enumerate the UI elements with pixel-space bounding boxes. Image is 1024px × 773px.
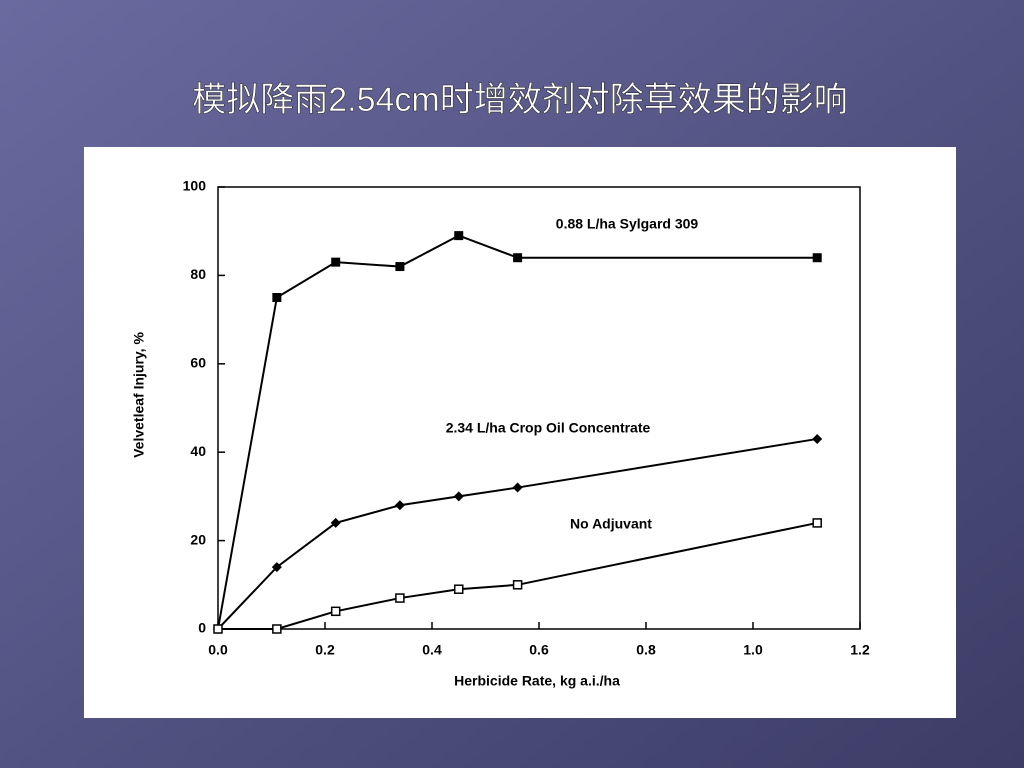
x-axis-label: Herbicide Rate, kg a.i./ha [454,673,620,689]
marker [812,433,823,444]
y-tick-label: 20 [190,531,206,547]
marker [395,593,405,603]
y-tick-label: 40 [190,443,206,459]
marker [453,491,464,502]
x-tick-label: 0.8 [636,642,656,658]
chart-panel [84,147,956,718]
marker [513,253,523,263]
marker [512,482,523,493]
y-tick-label: 80 [190,266,206,282]
marker [812,253,822,263]
y-tick-label: 100 [183,178,207,194]
x-tick-label: 0.6 [529,642,549,658]
y-tick-label: 60 [190,355,206,371]
series-label: No Adjuvant [570,516,652,532]
marker [331,257,341,267]
x-tick-label: 0.4 [422,642,442,658]
slide-title: 模拟降雨2.54cm时增效剂对除草效果的影响 [192,81,848,119]
marker [454,231,464,241]
marker [394,500,405,511]
x-tick-label: 1.2 [850,642,870,658]
marker [330,606,341,617]
x-tick-label: 0.2 [315,642,335,658]
marker [812,518,822,528]
series-label: 0.88 L/ha Sylgard 309 [556,216,699,232]
x-tick-label: 0.0 [208,642,228,658]
marker [512,580,523,590]
y-tick-label: 0 [198,620,206,636]
y-axis-label: Velvetleaf Injury, % [131,332,147,458]
marker [395,262,405,272]
marker [271,562,282,573]
marker [272,293,282,302]
series-label: 2.34 L/ha Crop Oil Concentrate [446,420,651,436]
x-tick-label: 1.0 [743,642,763,658]
marker [213,624,223,634]
marker [272,624,282,634]
marker [330,517,341,528]
marker [454,584,464,594]
